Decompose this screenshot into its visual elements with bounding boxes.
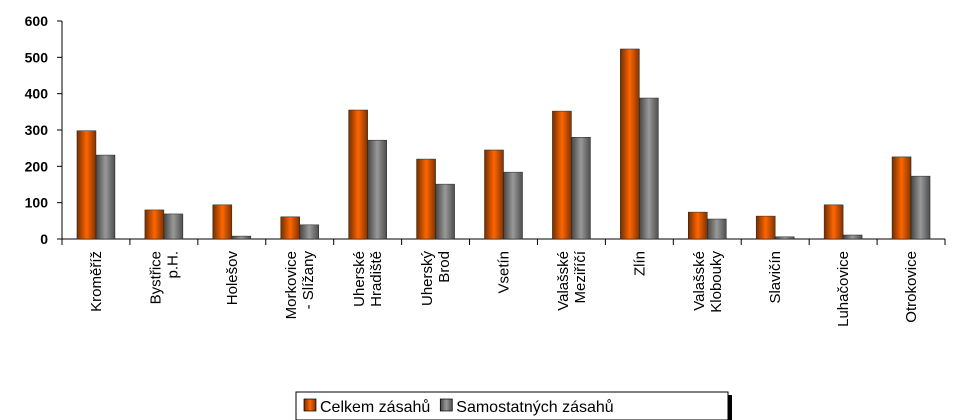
x-tick-label: Otrokovice bbox=[903, 251, 920, 323]
bar bbox=[842, 234, 863, 240]
bar bbox=[891, 156, 912, 240]
legend-label: Celkem zásahů bbox=[320, 398, 430, 416]
x-tick-label: UherskéHradiště bbox=[351, 251, 385, 307]
bar bbox=[639, 97, 659, 240]
bar bbox=[910, 175, 931, 240]
bar bbox=[688, 211, 708, 240]
bar bbox=[484, 149, 504, 240]
x-tick-label: Bystřicep.H. bbox=[147, 251, 181, 304]
bar bbox=[707, 218, 727, 240]
y-tick-label: 100 bbox=[25, 195, 49, 211]
bar bbox=[280, 216, 300, 240]
x-tick-label: Vsetín bbox=[496, 251, 513, 294]
bar bbox=[231, 235, 252, 240]
x-tick-label: ValašskéKlobouky bbox=[691, 251, 725, 313]
x-tick-label: UherskýBrod bbox=[419, 251, 453, 307]
bar bbox=[95, 154, 116, 240]
y-tick-label: 400 bbox=[25, 86, 49, 102]
y-tick-label: 600 bbox=[25, 13, 49, 29]
bar bbox=[823, 204, 844, 240]
bar bbox=[163, 213, 184, 240]
y-tick-label: 200 bbox=[25, 158, 49, 174]
legend bbox=[295, 391, 729, 420]
bar bbox=[367, 139, 387, 240]
bar bbox=[212, 204, 233, 240]
bar bbox=[503, 171, 523, 240]
y-tick-label: 0 bbox=[40, 231, 48, 247]
bar bbox=[552, 110, 572, 240]
bar bbox=[774, 236, 795, 240]
x-tick-label: Kroměříž bbox=[88, 251, 105, 312]
bar bbox=[299, 224, 319, 240]
x-tick-label: ValašskéMeziříčí bbox=[555, 250, 589, 311]
bar bbox=[416, 158, 436, 240]
legend-swatch bbox=[439, 398, 453, 412]
legend-label: Samostatných zásahů bbox=[456, 398, 613, 416]
y-tick-label: 300 bbox=[25, 122, 49, 138]
bar bbox=[76, 130, 97, 240]
bar bbox=[620, 48, 640, 240]
x-tick-label: Holešov bbox=[224, 251, 241, 306]
bar bbox=[144, 209, 165, 240]
bar bbox=[755, 215, 776, 240]
x-tick-label: Slavičín bbox=[767, 251, 784, 304]
bar bbox=[348, 109, 368, 240]
x-tick-label: Luhačovice bbox=[835, 251, 852, 327]
x-tick-label: Morkovice- Slížany bbox=[283, 251, 317, 320]
x-tick-label: Zlín bbox=[631, 251, 648, 276]
bar bbox=[571, 137, 591, 240]
bar bbox=[435, 183, 455, 240]
legend-swatch bbox=[303, 398, 317, 412]
y-tick-label: 500 bbox=[25, 49, 49, 65]
